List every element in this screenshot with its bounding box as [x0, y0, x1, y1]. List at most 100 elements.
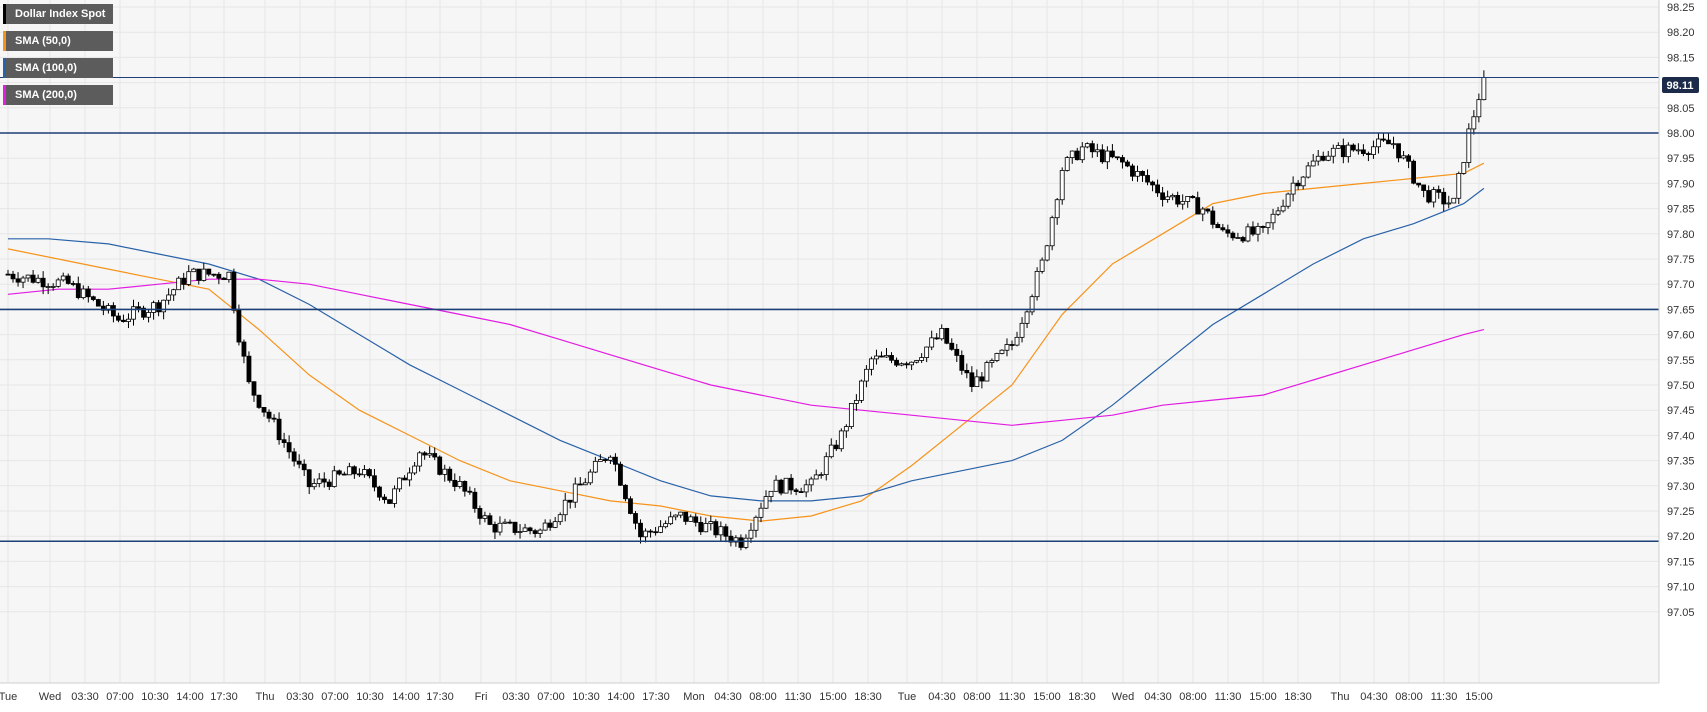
candle-body — [206, 268, 212, 275]
candle — [924, 346, 930, 363]
candle — [1240, 235, 1246, 244]
candle-body — [336, 470, 342, 475]
candle — [25, 274, 31, 282]
candle — [989, 358, 995, 368]
candle — [362, 465, 367, 478]
candle-body — [723, 526, 729, 537]
candle-body — [833, 444, 839, 450]
legend-item-dollar-index[interactable]: Dollar Index Spot — [3, 4, 114, 24]
candle-body — [979, 376, 985, 382]
candle-body — [517, 531, 523, 533]
candle — [1125, 159, 1130, 168]
candle-body — [1340, 145, 1346, 158]
candle — [1180, 194, 1186, 210]
x-tick-label: 04:30 — [928, 691, 956, 703]
x-tick-label: 07:00 — [537, 691, 565, 703]
candle — [889, 352, 894, 364]
candle-body — [457, 481, 463, 487]
candle-body — [201, 268, 207, 281]
candle — [919, 353, 925, 363]
candle-body — [1175, 195, 1181, 205]
candle — [502, 518, 508, 524]
candle-body — [793, 489, 799, 492]
legend: Dollar Index Spot SMA (50,0) SMA (100,0)… — [3, 4, 114, 105]
candle — [85, 285, 91, 303]
candle — [1305, 162, 1311, 179]
candle — [1175, 191, 1181, 208]
candle — [341, 471, 347, 476]
candle-body — [1411, 160, 1416, 184]
legend-swatch-sma-50 — [3, 31, 6, 51]
candle — [648, 529, 653, 538]
candle-body — [557, 514, 563, 523]
candle-body — [1285, 193, 1291, 207]
candle — [1135, 165, 1140, 182]
candle — [226, 271, 232, 283]
candle-body — [673, 514, 679, 518]
candle — [407, 467, 413, 487]
candle-body — [111, 305, 116, 317]
candle — [422, 451, 428, 460]
candle — [683, 511, 689, 525]
candle-body — [582, 482, 588, 486]
legend-item-sma-100[interactable]: SMA (100,0) — [3, 58, 114, 78]
candle — [15, 272, 21, 287]
y-tick-label: 97.50 — [1667, 380, 1695, 392]
candle-body — [106, 305, 111, 311]
candle-body — [236, 309, 242, 343]
candle-body — [70, 283, 76, 285]
candle-body — [176, 277, 182, 291]
candle-body — [261, 407, 267, 413]
candle — [793, 488, 799, 496]
candle-body — [35, 277, 41, 283]
candle — [1044, 244, 1050, 262]
candle-body — [146, 312, 151, 318]
candle-body — [55, 279, 61, 287]
candle-body — [171, 289, 177, 296]
candle-body — [602, 459, 608, 461]
candle-body — [572, 483, 578, 503]
candle-body — [1320, 155, 1326, 161]
candle-body — [1406, 155, 1411, 162]
candle — [673, 514, 679, 521]
candle-body — [60, 275, 66, 281]
candle-body — [1049, 217, 1055, 247]
candle — [522, 523, 528, 532]
candle — [1366, 151, 1371, 162]
x-tick-label: Thu — [1331, 691, 1350, 703]
legend-item-sma-200[interactable]: SMA (200,0) — [3, 85, 114, 105]
candle-body — [226, 271, 232, 281]
candle-body — [90, 296, 96, 300]
legend-item-sma-50[interactable]: SMA (50,0) — [3, 31, 114, 51]
x-tick-label: 17:30 — [642, 691, 670, 703]
candle — [567, 499, 573, 509]
candle-body — [738, 537, 744, 548]
candle-body — [1295, 182, 1301, 187]
candle-body — [1401, 155, 1406, 159]
candle — [1049, 215, 1055, 251]
y-tick-label: 97.65 — [1667, 304, 1695, 316]
candle-body — [251, 381, 257, 396]
x-tick-label: Tue — [898, 691, 917, 703]
candle — [1074, 147, 1080, 161]
candle-body — [859, 380, 864, 401]
candle-body — [15, 278, 21, 283]
candle-body — [924, 346, 930, 358]
candle-body — [286, 442, 292, 453]
candle-body — [1215, 223, 1221, 229]
candle-body — [20, 277, 26, 283]
candle-body — [934, 337, 940, 340]
candle-body — [643, 530, 648, 538]
candle-body — [969, 372, 975, 387]
candle — [1255, 222, 1261, 242]
candle-body — [954, 348, 960, 356]
candle — [1004, 338, 1010, 357]
candle-body — [1140, 171, 1145, 176]
candle — [1446, 195, 1452, 209]
candle-body — [1220, 227, 1226, 231]
candle — [427, 446, 433, 458]
candle-body — [798, 491, 804, 493]
candle-body — [1396, 143, 1401, 159]
x-tick-label: 04:30 — [1144, 691, 1172, 703]
